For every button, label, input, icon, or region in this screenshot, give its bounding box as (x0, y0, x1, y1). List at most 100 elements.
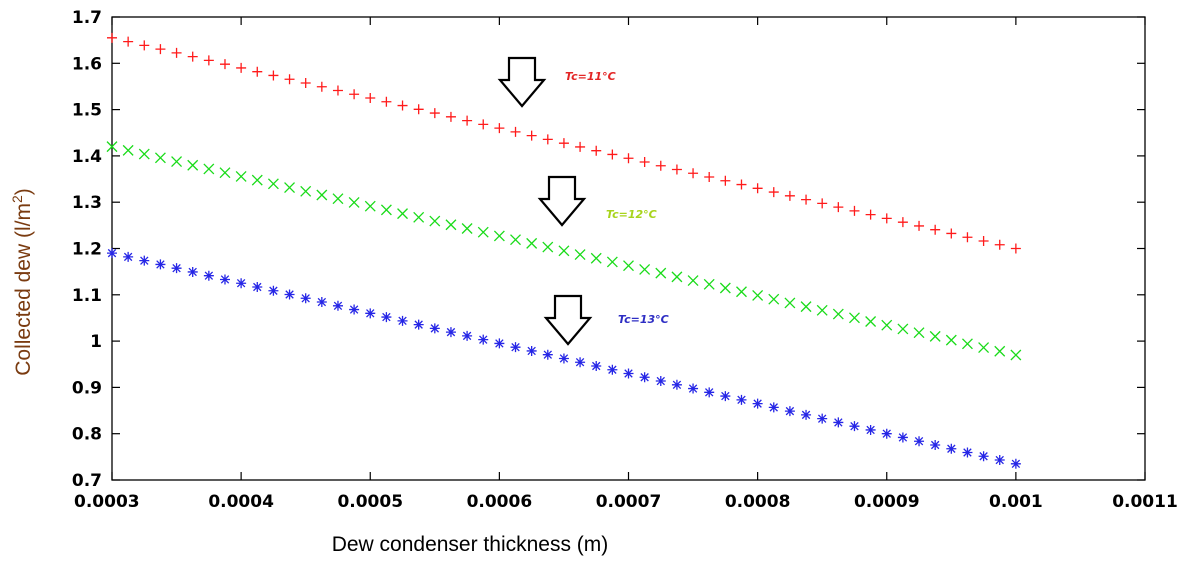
data-point (704, 387, 715, 398)
data-point (768, 187, 779, 198)
data-point (897, 432, 908, 443)
data-point (768, 293, 780, 305)
data-point (461, 223, 473, 234)
data-point (219, 167, 231, 179)
data-point (962, 447, 973, 458)
data-point (801, 409, 812, 420)
data-point (429, 108, 440, 119)
data-point (332, 193, 344, 205)
data-point (445, 327, 456, 338)
data-point (154, 152, 166, 164)
data-point (397, 315, 408, 326)
data-point (946, 443, 957, 454)
data-point (994, 455, 1005, 466)
data-point (381, 312, 392, 323)
data-point (284, 289, 295, 300)
y-tick-label: 1.1 (72, 286, 102, 306)
y-tick-label: 1.2 (72, 240, 102, 260)
data-point (914, 220, 925, 231)
data-point (397, 208, 408, 220)
data-point (300, 293, 311, 304)
data-point (849, 421, 860, 432)
data-point (574, 249, 586, 260)
series-layer (106, 32, 1022, 469)
data-point (252, 66, 263, 77)
data-point (558, 353, 569, 364)
data-point (655, 267, 667, 279)
data-point (994, 345, 1006, 357)
data-point (720, 175, 731, 186)
data-point (364, 200, 376, 212)
data-point (671, 379, 682, 390)
data-point (558, 138, 569, 149)
data-point (478, 334, 489, 345)
data-point (897, 217, 908, 228)
data-point (316, 297, 327, 308)
data-point (542, 134, 553, 145)
data-point (881, 213, 892, 224)
data-point (203, 163, 215, 175)
data-point (994, 239, 1005, 250)
data-point (962, 232, 973, 243)
data-point (236, 62, 247, 73)
x-tick-label: 0.0009 (854, 492, 920, 512)
data-point (510, 126, 521, 137)
data-point (268, 70, 279, 81)
data-point (413, 104, 424, 115)
data-point (138, 148, 150, 160)
data-point (171, 47, 182, 58)
y-tick-label: 1 (90, 332, 102, 352)
data-point (349, 304, 360, 315)
data-point (817, 413, 828, 424)
data-point (688, 383, 699, 394)
data-point (478, 119, 489, 130)
data-point (139, 255, 150, 266)
y-tick-label: 1.7 (72, 8, 102, 28)
data-point (639, 263, 651, 275)
data-point (187, 51, 198, 62)
series-1 (107, 32, 1021, 254)
data-point (591, 145, 602, 156)
data-point (704, 172, 715, 183)
data-point (849, 312, 860, 324)
data-point (171, 156, 183, 167)
data-point (365, 308, 376, 319)
series-2 (106, 141, 1022, 361)
data-point (510, 342, 521, 353)
y-tick-label: 0.8 (72, 425, 102, 445)
data-point (429, 323, 440, 334)
data-point (107, 248, 117, 259)
y-axis-title-superscript: 2 (9, 195, 25, 203)
data-point (752, 183, 763, 194)
y-tick-label: 1.5 (72, 101, 102, 121)
data-point (752, 398, 763, 409)
data-point (349, 89, 360, 100)
data-point (413, 319, 424, 330)
data-point (284, 74, 295, 85)
data-point (784, 297, 796, 309)
data-point (122, 144, 134, 156)
data-point (429, 215, 441, 227)
plot-area (111, 16, 1146, 481)
data-point (267, 178, 279, 190)
data-point (1010, 458, 1021, 469)
data-point (591, 360, 602, 371)
data-point (752, 290, 764, 301)
y-axis-title-close: ) (12, 188, 35, 195)
data-point (365, 93, 376, 104)
data-point (865, 424, 876, 435)
data-point (978, 235, 989, 246)
data-point (187, 159, 199, 171)
data-point (623, 153, 634, 164)
x-tick-label: 0.001 (989, 492, 1043, 512)
x-tick-label: 0.0008 (725, 492, 791, 512)
x-tick-label: 0.0005 (337, 492, 403, 512)
data-point (123, 251, 134, 262)
data-point (139, 40, 150, 51)
data-point (655, 160, 666, 171)
data-point (703, 278, 715, 290)
data-point (235, 170, 247, 182)
data-point (575, 141, 586, 152)
data-point (930, 224, 941, 235)
data-point (542, 241, 554, 253)
